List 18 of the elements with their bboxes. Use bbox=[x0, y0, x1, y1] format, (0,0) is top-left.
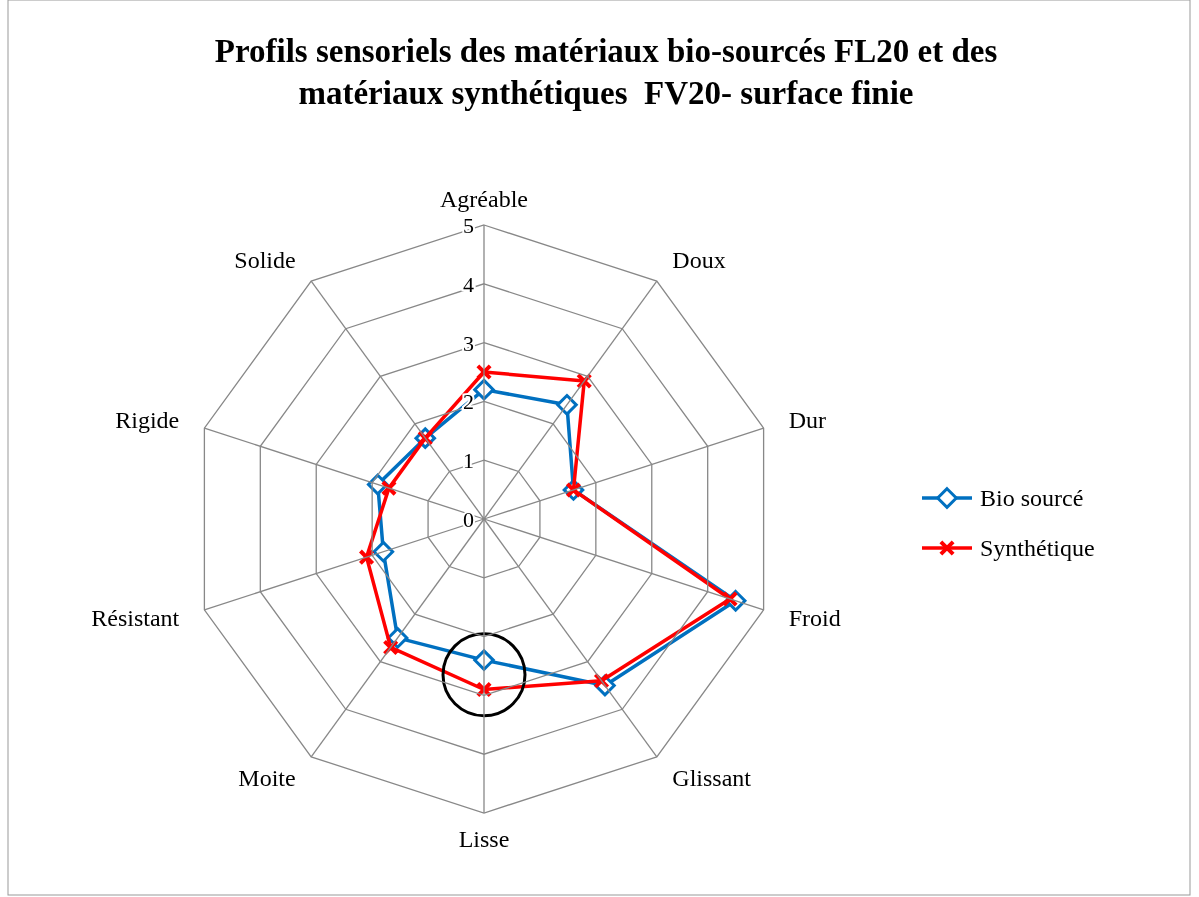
spoke-label: Résistant bbox=[91, 605, 180, 632]
spoke-label: Lisse bbox=[458, 826, 510, 853]
spoke-label: Froid bbox=[788, 605, 841, 632]
y-tick-label: 1 bbox=[463, 448, 474, 474]
legend-label: Synthétique bbox=[980, 535, 1095, 561]
y-tick-label: 3 bbox=[463, 330, 474, 356]
spoke-label: Dur bbox=[788, 406, 827, 433]
spoke-label: Glissant bbox=[672, 765, 752, 792]
y-tick-label: 4 bbox=[463, 271, 474, 297]
spoke-label: Solide bbox=[234, 246, 296, 273]
y-tick-label: 0 bbox=[463, 507, 474, 532]
spoke-label: Agréable bbox=[440, 185, 528, 212]
spoke-label: Rigide bbox=[115, 406, 180, 433]
chart-title: Profils sensoriels des matériaux bio-sourcés FL20 et des matériaux synthétiques FV20- surface finie bbox=[214, 33, 998, 111]
spoke-label: Moite bbox=[238, 765, 296, 792]
spoke-label: Doux bbox=[672, 246, 726, 273]
legend-label: Bio sourcé bbox=[980, 485, 1084, 511]
y-tick-label: 5 bbox=[463, 213, 474, 238]
